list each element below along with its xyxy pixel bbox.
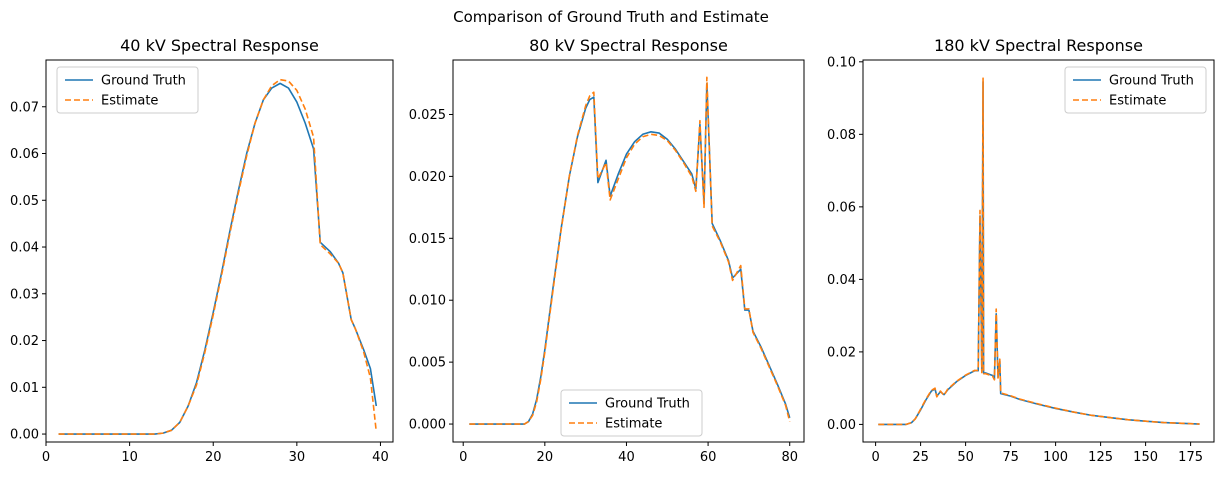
y-tick-label: 0.02 [10, 334, 39, 349]
legend-box [1064, 66, 1207, 114]
x-tick-label: 30 [289, 450, 306, 465]
y-tick-label: 0.00 [10, 428, 39, 443]
series-line-ground-truth [878, 80, 1200, 426]
legend-label: Estimate [605, 417, 662, 432]
y-tick-label: 0.005 [409, 356, 446, 371]
y-tick-label: 0.06 [827, 200, 856, 215]
y-tick-label: 0.00 [827, 418, 856, 433]
legend-label: Ground Truth [605, 397, 690, 412]
x-tick-label: 20 [537, 450, 554, 465]
x-tick-label: 125 [1088, 450, 1113, 465]
x-tick-label: 175 [1178, 450, 1203, 465]
x-tick-label: 40 [618, 450, 635, 465]
y-tick-label: 0.07 [10, 100, 39, 115]
legend: Ground Truth Estimate [56, 66, 199, 114]
y-tick-label: 0.03 [10, 287, 39, 302]
legend-label: Ground Truth [101, 74, 186, 89]
x-tick-label: 60 [700, 450, 717, 465]
y-tick-label: 0.000 [409, 418, 446, 433]
y-tick-label: 0.04 [827, 273, 856, 288]
y-tick-label: 0.06 [10, 147, 39, 162]
x-tick-label: 25 [912, 450, 929, 465]
x-tick-label: 50 [957, 450, 974, 465]
y-tick-label: 0.08 [827, 128, 856, 143]
axes-frame [452, 59, 805, 443]
chart-panel-3: 180 kV Spectral Response 0 25 50 75 100 125 150… [827, 36, 1215, 465]
series-line-estimate [58, 78, 378, 435]
x-tick-label: 0 [871, 450, 879, 465]
chart-panel-1: 40 kV Spectral Response 0 10 20 30 40 0.00 0.01… [10, 36, 394, 465]
chart-panel-2: 80 kV Spectral Response 0 20 40 60 80 0.000 0.0… [409, 36, 805, 465]
figure-suptitle: Comparison of Ground Truth and Estimate [453, 8, 769, 26]
x-tick-label: 10 [121, 450, 138, 465]
x-tick-label: 0 [42, 450, 50, 465]
x-tick-label: 40 [372, 450, 389, 465]
legend-label: Ground Truth [1109, 74, 1194, 89]
series-line-estimate [469, 76, 791, 425]
y-tick-label: 0.05 [10, 194, 39, 209]
series-line-ground-truth [58, 82, 378, 435]
y-tick-label: 0.010 [409, 294, 446, 309]
chart-title: 80 kV Spectral Response [529, 36, 728, 55]
legend-box [560, 389, 703, 437]
y-tick-label: 0.10 [827, 55, 856, 70]
legend-label: Estimate [1109, 94, 1166, 109]
y-tick-label: 0.015 [409, 232, 446, 247]
series-line-ground-truth [469, 82, 791, 425]
legend-box [56, 66, 199, 114]
series-line-estimate [878, 77, 1200, 426]
legend-label: Estimate [101, 94, 158, 109]
x-tick-label: 150 [1133, 450, 1158, 465]
chart-title: 40 kV Spectral Response [120, 36, 319, 55]
x-tick-label: 0 [459, 450, 467, 465]
x-tick-label: 75 [1002, 450, 1019, 465]
legend: Ground Truth Estimate [560, 389, 703, 437]
y-tick-label: 0.020 [409, 170, 446, 185]
axes-frame [862, 59, 1215, 443]
x-tick-label: 100 [1043, 450, 1068, 465]
y-tick-label: 0.04 [10, 241, 39, 256]
legend: Ground Truth Estimate [1064, 66, 1207, 114]
axes-frame [45, 59, 394, 443]
x-tick-label: 20 [205, 450, 222, 465]
y-tick-label: 0.025 [409, 108, 446, 123]
y-tick-label: 0.02 [827, 345, 856, 360]
y-tick-label: 0.01 [10, 381, 39, 396]
x-tick-label: 80 [781, 450, 798, 465]
chart-title: 180 kV Spectral Response [934, 36, 1143, 55]
